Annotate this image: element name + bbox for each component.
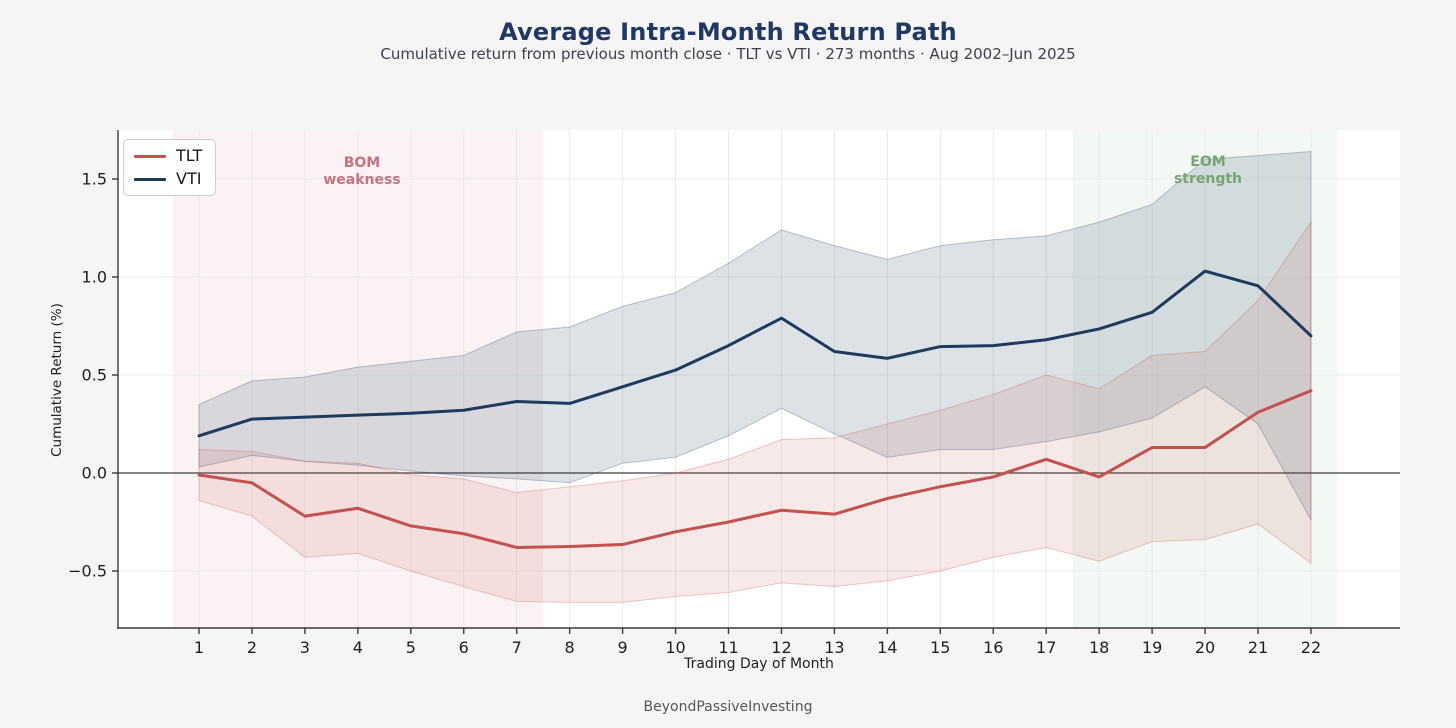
- x-tick-label: 13: [824, 638, 844, 657]
- footer-credit: BeyondPassiveInvesting: [643, 699, 813, 715]
- y-tick-label: 1.0: [82, 268, 107, 287]
- vti-line: [197, 269, 1313, 438]
- plot-background: [118, 130, 1400, 628]
- x-tick-label: 4: [353, 638, 363, 657]
- y-axis-label: Cumulative Return (%): [49, 303, 65, 457]
- tlt-line: [197, 389, 1313, 549]
- legend-label-tlt: TLT: [176, 146, 203, 165]
- x-tick-label: 12: [771, 638, 791, 657]
- x-tick-label: 3: [300, 638, 310, 657]
- x-tick-label: 18: [1089, 638, 1109, 657]
- x-tick-label: 8: [565, 638, 575, 657]
- legend-label-vti: VTI: [176, 169, 202, 188]
- x-tick-label: 22: [1301, 638, 1321, 657]
- x-tick-label: 1: [194, 638, 204, 657]
- y-tick-label: 0.5: [82, 366, 107, 385]
- legend-item-vti: VTI: [134, 171, 202, 187]
- bom-annotation: BOM weakness: [323, 155, 401, 188]
- x-tick-label: 11: [718, 638, 738, 657]
- y-tick-label: −0.5: [68, 562, 107, 581]
- x-tick-label: 17: [1036, 638, 1056, 657]
- x-tick-label: 14: [877, 638, 897, 657]
- eom-annotation: EOM strength: [1173, 154, 1243, 187]
- x-tick-label: 5: [406, 638, 416, 657]
- x-axis-label: Trading Day of Month: [684, 656, 834, 672]
- page-title: Average Intra-Month Return Path: [499, 18, 957, 46]
- tlt-line-swatch: [134, 154, 166, 158]
- x-tick-label: 6: [459, 638, 469, 657]
- legend-item-tlt: TLT: [134, 148, 202, 164]
- x-tick-label: 16: [983, 638, 1003, 657]
- x-tick-label: 7: [512, 638, 522, 657]
- x-tick-label: 9: [618, 638, 628, 657]
- x-tick-label: 19: [1142, 638, 1162, 657]
- y-tick-label: 1.5: [82, 170, 107, 189]
- x-tick-label: 2: [247, 638, 257, 657]
- y-tick-label: 0.0: [82, 464, 107, 483]
- x-tick-label: 20: [1195, 638, 1215, 657]
- x-tick-label: 21: [1248, 638, 1268, 657]
- vti-line-swatch: [134, 177, 166, 181]
- x-tick-label: 10: [665, 638, 685, 657]
- x-tick-label: 15: [930, 638, 950, 657]
- chart-subtitle: Cumulative return from previous month cl…: [380, 45, 1076, 63]
- chart-legend: TLT VTI: [123, 139, 217, 196]
- tlt-band: [198, 220, 1312, 603]
- vti-band: [198, 151, 1312, 521]
